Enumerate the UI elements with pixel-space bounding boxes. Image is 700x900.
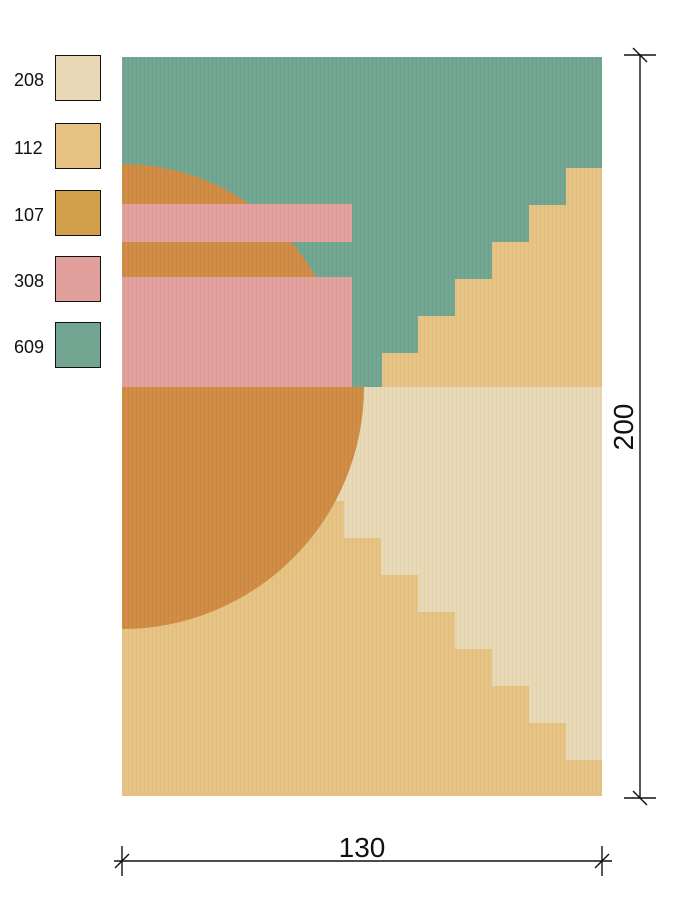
legend-swatch-308: [55, 256, 101, 302]
legend-swatch-107: [55, 190, 101, 236]
rug-artwork: [122, 57, 602, 796]
legend-item-112: 112: [0, 123, 110, 173]
width-label: 130: [339, 832, 386, 863]
legend-swatch-112: [55, 123, 101, 169]
legend-item-107: 107: [0, 190, 110, 240]
width-dimension: [114, 846, 612, 876]
height-bottom-tick: [632, 790, 648, 806]
legend-item-609: 609: [0, 322, 110, 372]
legend-code-609: 609: [14, 337, 45, 357]
width-left-tick: [114, 853, 130, 869]
height-label: 200: [608, 404, 639, 451]
height-top-tick: [632, 47, 648, 63]
legend-code-308: 308: [14, 271, 45, 291]
width-right-tick: [594, 853, 610, 869]
legend-code-112: 112: [14, 138, 43, 158]
legend-code-208: 208: [14, 70, 45, 90]
legend-swatch-609: [55, 322, 101, 368]
legend-code-107: 107: [14, 205, 45, 225]
height-dimension: [624, 47, 656, 806]
weave-texture: [122, 57, 602, 796]
legend-item-308: 308: [0, 256, 110, 306]
legend-item-208: 208: [0, 55, 110, 105]
color-legend: 208 112 107 308 609: [0, 0, 110, 380]
legend-swatch-208: [55, 55, 101, 101]
